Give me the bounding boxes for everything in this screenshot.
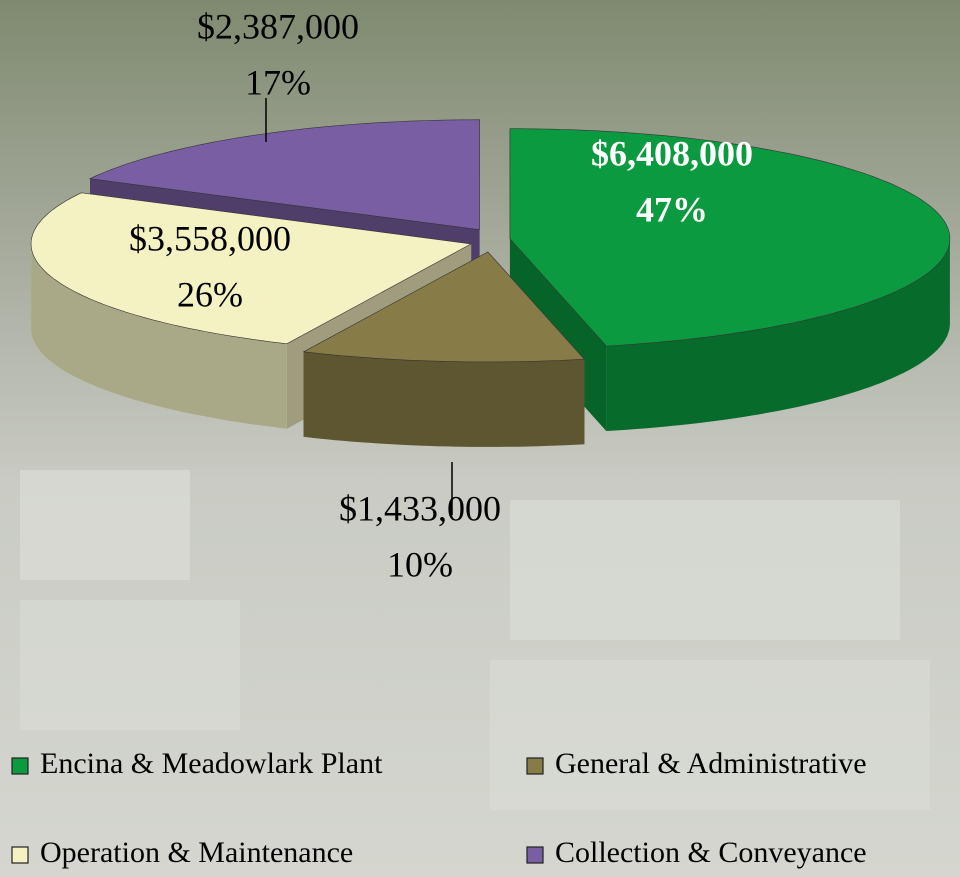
legend-label: Encina & Meadowlark Plant bbox=[40, 747, 383, 780]
chart: $6,408,000 47% $1,433,000 10% $3,558,000 26% $… bbox=[0, 0, 960, 877]
data-label: 17% bbox=[245, 62, 311, 102]
data-label: 26% bbox=[177, 274, 243, 314]
data-label: $1,433,000 bbox=[339, 488, 501, 528]
background-panel bbox=[490, 660, 930, 810]
background-panel bbox=[20, 600, 240, 730]
legend-swatch bbox=[12, 758, 28, 774]
data-label: 47% bbox=[636, 189, 708, 229]
background-panel bbox=[20, 470, 190, 580]
legend-swatch bbox=[527, 847, 543, 863]
legend-label: General & Administrative bbox=[555, 747, 867, 780]
data-label: 10% bbox=[387, 544, 453, 584]
data-label: $3,558,000 bbox=[129, 218, 291, 258]
data-label: $2,387,000 bbox=[197, 6, 359, 46]
background-panel bbox=[510, 500, 900, 640]
legend-swatch bbox=[527, 758, 543, 774]
page: $6,408,000 47% $1,433,000 10% $3,558,000 26% $… bbox=[0, 0, 960, 877]
legend-swatch bbox=[12, 847, 28, 863]
legend-label: Operation & Maintenance bbox=[40, 836, 353, 869]
data-label: $6,408,000 bbox=[591, 133, 753, 173]
slice-shade bbox=[304, 352, 585, 447]
legend-label: Collection & Conveyance bbox=[555, 836, 867, 869]
